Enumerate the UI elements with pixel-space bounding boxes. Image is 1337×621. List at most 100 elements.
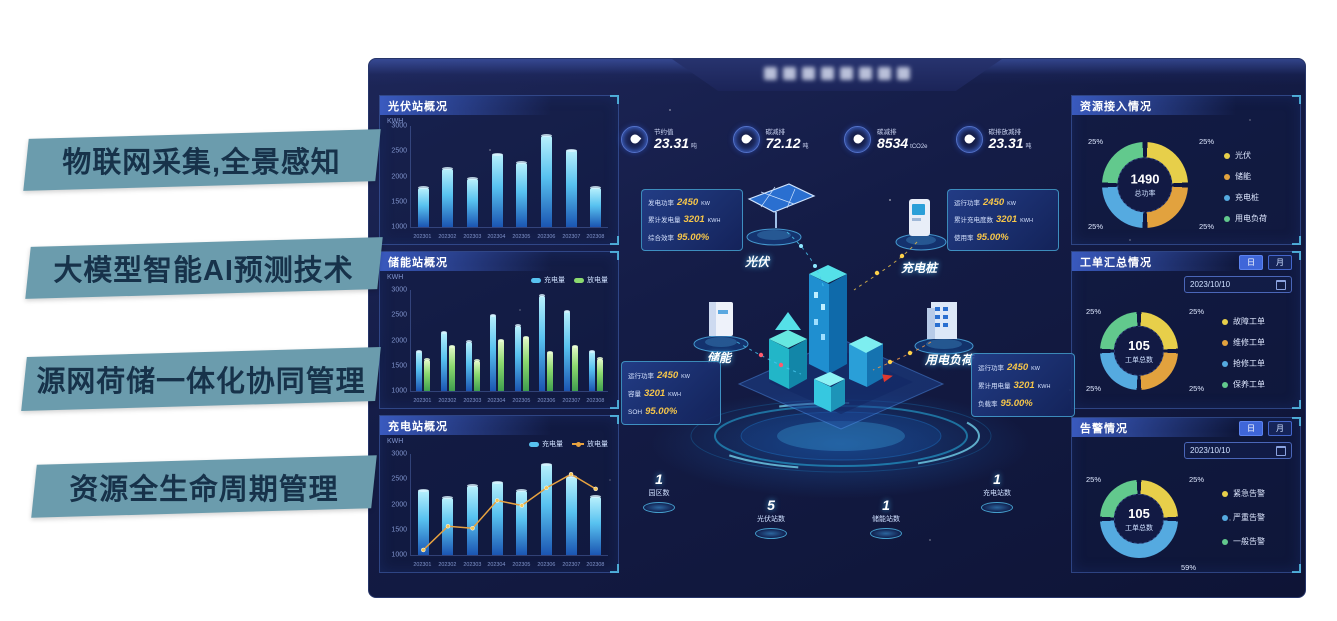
connector-lines: [736, 231, 932, 375]
bar: [590, 495, 602, 555]
panel-title: 工单汇总情况: [1080, 256, 1152, 269]
date-picker[interactable]: 2023/10/10: [1184, 276, 1292, 293]
legend-dot: [1222, 490, 1228, 497]
y-axis-tick: 1500: [391, 198, 407, 206]
legend-item: 充电桩: [1224, 192, 1267, 203]
legend-item: 光伏: [1224, 150, 1267, 161]
day-button[interactable]: 日: [1239, 421, 1263, 436]
kpi-carbon-reduction-1: 碳减排 72.12 吨: [732, 119, 845, 159]
legend-item: 一般告警: [1222, 536, 1265, 547]
charging-pile-icon: [895, 199, 947, 251]
legend-pill-marker: [531, 277, 541, 283]
x-axis-labels: 202301 202302 202303 202304 202305 202306 2023…: [410, 234, 608, 240]
legend-label: 光伏: [1235, 151, 1251, 160]
kpi-value: 8534 tCO2e: [877, 135, 928, 152]
legend-label: 放电量: [587, 277, 608, 284]
storage-info-card: 运行功率 2450 KW 容量 3201 KWH SOH 95.00%: [621, 361, 721, 425]
legend-dot: [1222, 339, 1228, 346]
kpi-label: 碳排放减排: [988, 129, 1022, 137]
alarm-donut-chart: 25% 25% 59% 105 工单总数: [1086, 475, 1204, 572]
day-button[interactable]: 日: [1239, 255, 1263, 270]
bar: [440, 330, 447, 391]
energy-dashboard: 节约值 23.31 吨 碳减排 72.12 吨 碳减排 8534 tCO2e 碳排放减…: [368, 58, 1306, 598]
bar-group: [411, 488, 436, 555]
legend-label: 严重告警: [1233, 513, 1265, 522]
x-tick-label: 202305: [512, 234, 531, 240]
chart-legend: 充电量 放电量: [529, 439, 608, 449]
leaf-icon: [844, 125, 871, 153]
plot-area: 3000 2500 2000 1500 1000: [391, 451, 608, 559]
bar: [588, 349, 595, 391]
kpi-label: 碳减排: [765, 129, 786, 137]
bar: [498, 338, 505, 391]
bar: [416, 349, 423, 391]
month-button[interactable]: 月: [1268, 255, 1292, 270]
bar: [491, 480, 503, 555]
percent-label: 25%: [1086, 384, 1102, 393]
leaf-icon: [621, 125, 648, 153]
donut-center-label: 总功率: [1134, 190, 1156, 198]
legend-label: 储能: [1235, 172, 1251, 181]
stat-storage-stations: 1 储能站数: [858, 497, 914, 539]
date-picker[interactable]: 2023/10/10: [1184, 442, 1292, 459]
panel-title: 充电站概况: [388, 420, 448, 433]
legend-item: 放电量: [574, 275, 608, 285]
storage-bar-chart: KWH 3000 2500 2000 1500 1000 202301 202302 202…: [380, 252, 618, 408]
calendar-icon: [1276, 279, 1286, 290]
month-button[interactable]: 月: [1268, 421, 1292, 436]
solar-panel-icon: [746, 183, 816, 246]
resource-access-panel: 资源接入情况 25% 25% 25% 25% 1490 总功率 光伏 储能 充电桩 用电负荷: [1071, 95, 1301, 245]
pedestal-icon: [755, 528, 787, 539]
legend-item: 紧急告警: [1222, 488, 1265, 499]
date-value: 2023/10/10: [1190, 446, 1231, 455]
legend-dot: [1222, 538, 1228, 545]
bar: [467, 177, 479, 227]
legend-label: 故障工单: [1233, 317, 1265, 326]
bar-group: [534, 134, 559, 227]
x-tick-label: 202307: [561, 234, 580, 240]
bar: [448, 344, 455, 391]
legend-dot: [1222, 360, 1228, 367]
bar: [565, 148, 577, 227]
stat-label: 充电站数: [983, 490, 1011, 497]
stat-value: 1: [882, 497, 890, 513]
blurred-title-block: [802, 67, 815, 80]
legend-label: 充电桩: [1235, 193, 1259, 202]
percent-label: 25%: [1088, 222, 1104, 231]
blurred-title-block: [840, 67, 853, 80]
x-tick-label: 202302: [438, 234, 457, 240]
legend-dot: [1224, 152, 1230, 159]
charger-info-card: 运行功率 2450 KW 累计充电度数 3201 KWH 使用率 95.00%: [947, 189, 1059, 251]
percent-label: 25%: [1086, 307, 1102, 316]
bar: [442, 167, 454, 227]
bar-group: [510, 489, 535, 555]
panel-header: 充电站概况: [380, 416, 618, 435]
kpi-value: 72.12 吨: [765, 135, 809, 152]
donut-center: 1490 总功率: [1117, 157, 1173, 213]
bars-layer: [411, 126, 608, 227]
bar: [417, 488, 429, 555]
panel-title: 储能站概况: [388, 256, 448, 269]
globe-icon: [955, 125, 983, 153]
bar-group: [510, 324, 535, 391]
x-tick-label: 202305: [512, 398, 531, 404]
donut-center-label: 工单总数: [1124, 524, 1153, 532]
legend-label: 保养工单: [1233, 380, 1265, 389]
stat-charging-stations: 1 充电站数: [967, 471, 1027, 513]
percent-label: 59%: [1180, 563, 1196, 572]
legend-item: 严重告警: [1222, 512, 1265, 523]
stat-label: 园区数: [648, 490, 670, 497]
bar-group: [583, 495, 608, 555]
bar-group: [436, 330, 461, 391]
charging-station-panel: 充电站概况 KWH 3000 2500 2000 1500 1000 202301 202…: [379, 415, 619, 573]
legend-line-marker: [572, 441, 584, 447]
legend-label: 用电负荷: [1235, 214, 1267, 223]
x-tick-label: 202306: [537, 562, 556, 568]
legend-dot: [1224, 194, 1230, 201]
pedestal-icon: [981, 502, 1013, 513]
kpi-value: 23.31 吨: [988, 135, 1032, 152]
alarm-panel: 告警情况 日 月 2023/10/10 25% 25% 59% 105 工单总数 紧…: [1071, 417, 1301, 573]
bar-group: [436, 167, 461, 227]
bar-group: [559, 475, 584, 555]
stat-value: 1: [993, 471, 1001, 487]
